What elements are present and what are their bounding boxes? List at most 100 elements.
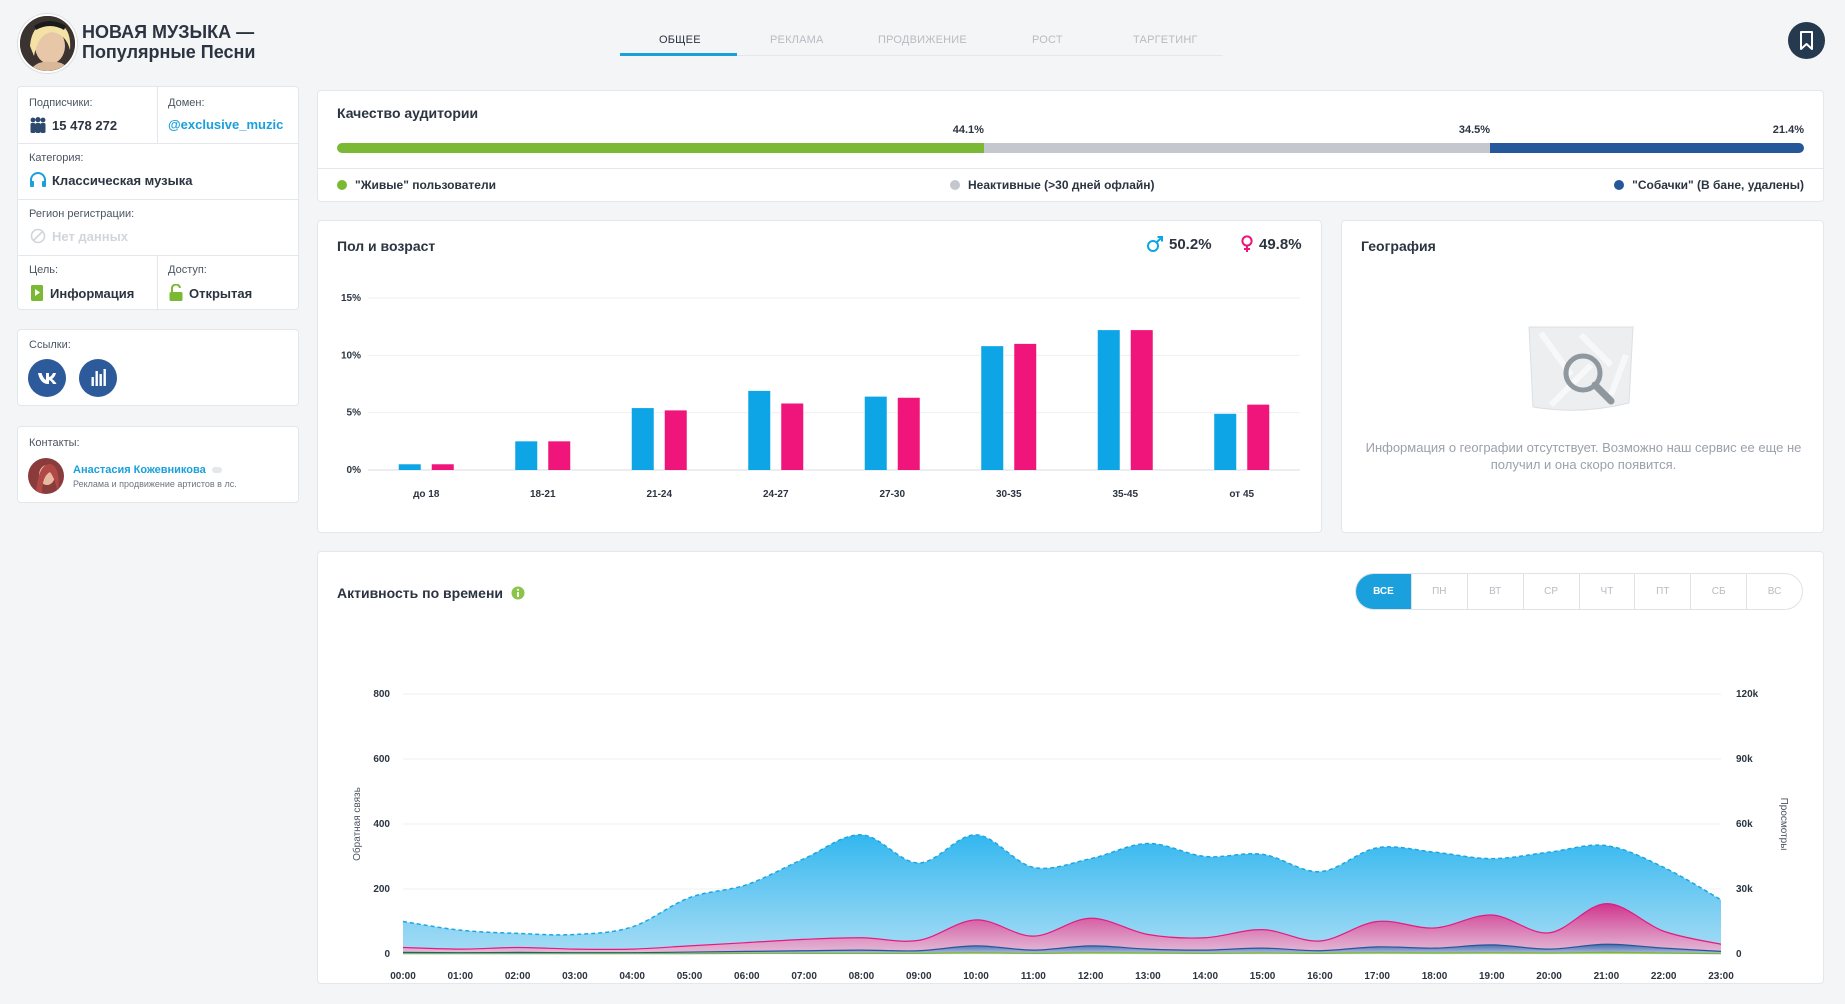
tab-promotion[interactable]: ПРОДВИЖЕНИЕ (878, 34, 967, 46)
audience-quality-title: Качество аудитории (337, 105, 479, 121)
y-right-tick-label: 0 (1736, 949, 1742, 960)
geography-card: География Информация о географии отсутст… (1341, 220, 1824, 533)
activity-card: Активность по времени 0 0 200 30k 400 60k 600 9… (317, 551, 1824, 984)
y-left-tick-label: 0 (384, 949, 390, 960)
subscribers-label: Подписчики: (29, 97, 93, 109)
bar-female[interactable] (1247, 404, 1270, 470)
tab-bar: ОБЩЕЕ РЕКЛАМА ПРОДВИЖЕНИЕ РОСТ ТАРГЕТИНГ (620, 30, 1223, 56)
contact-description: Реклама и продвижение артистов в лс. (73, 479, 237, 489)
y-tick-label: 0% (347, 465, 362, 476)
legend-bots: "Собачки" (В бане, удалены) (1614, 178, 1804, 192)
legend-dot-bots (1614, 180, 1625, 190)
x-tick-label: до 18 (413, 489, 440, 500)
day-tue[interactable]: ВТ (1468, 574, 1524, 609)
area-reposts[interactable] (403, 944, 1721, 954)
tab-advertising[interactable]: РЕКЛАМА (770, 34, 824, 46)
gender-age-title: Пол и возраст (337, 238, 436, 254)
domain-link[interactable]: @exclusive_muzic (168, 117, 284, 132)
geography-title: География (1361, 238, 1436, 254)
x-tick-label: 20:00 (1536, 971, 1562, 982)
day-sun[interactable]: ВС (1767, 586, 1782, 597)
day-mon[interactable]: ПН (1412, 574, 1468, 609)
bar-male[interactable] (515, 441, 538, 470)
map-search-icon (1528, 326, 1634, 411)
legend-active: "Живые" пользователи (337, 178, 496, 192)
gender-age-chart: 0% 5% 10% 15% до 18 18-21 21-24 24-27 27-30 30-35… (341, 293, 1300, 500)
legend-inactive: Неактивные (>30 дней офлайн) (950, 178, 1155, 192)
bar-female[interactable] (548, 441, 571, 470)
x-tick-label: 12:00 (1078, 971, 1104, 982)
tab-general[interactable]: ОБЩЕЕ (659, 34, 701, 46)
legend-dot-inactive (950, 180, 960, 190)
x-tick-label: 16:00 (1307, 971, 1333, 982)
bar-female[interactable] (1130, 330, 1153, 470)
bar-male[interactable] (748, 390, 771, 470)
bar-male[interactable] (631, 408, 654, 470)
area-comments-line (402, 951, 1722, 955)
bookmark-button[interactable] (1788, 22, 1825, 59)
bar-male[interactable] (1097, 330, 1120, 470)
day-fri[interactable]: ПТ (1635, 574, 1692, 609)
legend-bots-label: "Собачки" (В бане, удалены) (1632, 178, 1804, 192)
quality-percent-inactive: 34.5% (1458, 124, 1491, 136)
day-all[interactable]: ВСЕ (1356, 574, 1412, 609)
goal-value: Информация (50, 285, 135, 301)
tab-growth[interactable]: РОСТ (1032, 34, 1063, 46)
x-tick-label: 22:00 (1651, 971, 1677, 982)
bar-female[interactable] (781, 403, 804, 470)
community-avatar[interactable] (18, 14, 77, 73)
y-right-tick-label: 60k (1736, 819, 1753, 830)
day-thu[interactable]: ЧТ (1580, 574, 1636, 609)
quality-segment-inactive (983, 143, 1491, 153)
y-right-tick-label: 90k (1736, 754, 1753, 765)
x-tick-label: 23:00 (1708, 971, 1734, 982)
x-tick-label: 05:00 (677, 971, 703, 982)
access-value: Открытая (189, 285, 253, 301)
message-icon[interactable] (212, 467, 222, 473)
goal-label: Цель: (29, 264, 59, 276)
day-sat[interactable]: СБ (1691, 574, 1748, 609)
links-card: Ссылки: (17, 329, 299, 406)
region-value: Нет данных (52, 228, 128, 244)
day-wed[interactable]: СР (1524, 574, 1580, 609)
contacts-label: Контакты: (29, 437, 80, 449)
bar-female[interactable] (431, 464, 454, 470)
tab-targeting[interactable]: ТАРГЕТИНГ (1133, 34, 1198, 46)
bar-female[interactable] (897, 397, 920, 470)
links-label: Ссылки: (29, 339, 71, 351)
x-tick-label: 17:00 (1364, 971, 1390, 982)
area-likes[interactable] (403, 903, 1721, 954)
page-title: НОВАЯ МУЗЫКА — Популярные Песни (82, 22, 255, 62)
y-left-axis-label: Обратная связь (351, 787, 363, 861)
title-line-1: НОВАЯ МУЗЫКА — (82, 22, 255, 42)
x-tick-label: 13:00 (1135, 971, 1161, 982)
male-share: 50.2% (1146, 235, 1212, 253)
quality-segment-bots (1490, 143, 1804, 153)
bookmark-icon (1800, 31, 1813, 50)
x-tick-label: 21-24 (646, 489, 672, 500)
bar-male[interactable] (981, 346, 1004, 470)
x-tick-label: 15:00 (1250, 971, 1276, 982)
info-icon[interactable] (511, 586, 525, 600)
x-tick-label: 02:00 (505, 971, 531, 982)
bar-male[interactable] (864, 396, 887, 470)
bar-male[interactable] (1214, 413, 1237, 470)
bar-male[interactable] (398, 464, 421, 470)
stats-link-button[interactable] (79, 359, 117, 397)
y-right-axis-label: Просмотры (1778, 798, 1789, 851)
vk-link-button[interactable] (28, 359, 66, 397)
contact-avatar[interactable] (28, 458, 64, 494)
x-tick-label: 14:00 (1192, 971, 1218, 982)
bar-female[interactable] (1014, 343, 1037, 470)
x-tick-label: 09:00 (906, 971, 932, 982)
category-value: Классическая музыка (52, 172, 193, 188)
quality-segment-active (337, 143, 984, 153)
contact-name[interactable]: Анастасия Кожевникова (73, 464, 206, 476)
y-left-tick-label: 400 (373, 819, 390, 830)
activity-title-row: Активность по времени (337, 585, 525, 601)
x-tick-label: 35-45 (1112, 489, 1138, 500)
title-line-2: Популярные Песни (82, 42, 256, 62)
bar-female[interactable] (664, 410, 687, 470)
activity-title: Активность по времени (337, 585, 504, 601)
goal-cell: Цель: Информация (29, 264, 134, 302)
